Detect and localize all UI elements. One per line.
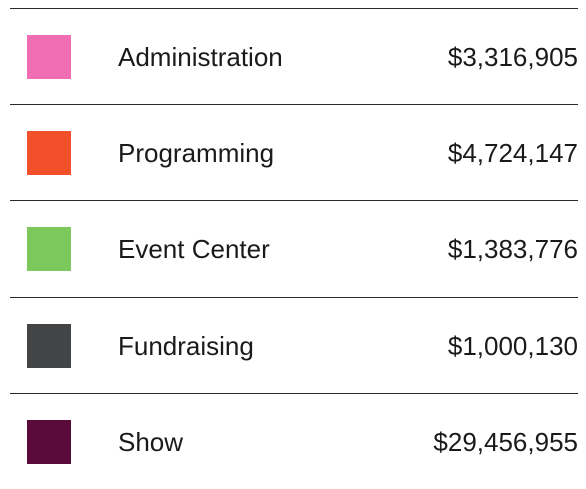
- row-label: Show: [118, 426, 184, 457]
- legend-row: Programming $4,724,147: [0, 104, 586, 200]
- row-label: Fundraising: [118, 330, 254, 361]
- legend-row: Administration $3,316,905: [0, 8, 586, 104]
- color-swatch: [27, 227, 71, 272]
- divider: [10, 296, 578, 298]
- row-amount: $4,724,147: [447, 138, 578, 169]
- row-amount: $3,316,905: [447, 42, 578, 72]
- color-swatch: [27, 419, 71, 464]
- row-amount: $1,000,130: [447, 330, 578, 361]
- divider: [10, 8, 578, 9]
- divider: [10, 392, 578, 394]
- row-amount: $29,456,955: [433, 426, 578, 457]
- divider: [10, 200, 578, 202]
- legend-row: Fundraising $1,000,130: [0, 296, 586, 393]
- divider: [10, 104, 578, 106]
- legend-row: Event Center $1,383,776: [0, 200, 586, 296]
- color-swatch: [27, 35, 71, 79]
- color-swatch: [27, 131, 71, 176]
- row-label: Administration: [118, 42, 283, 72]
- legend-row: Show $29,456,955: [0, 392, 586, 489]
- row-label: Programming: [118, 138, 275, 169]
- color-swatch: [27, 323, 71, 368]
- row-amount: $1,383,776: [447, 234, 578, 265]
- row-label: Event Center: [118, 234, 270, 265]
